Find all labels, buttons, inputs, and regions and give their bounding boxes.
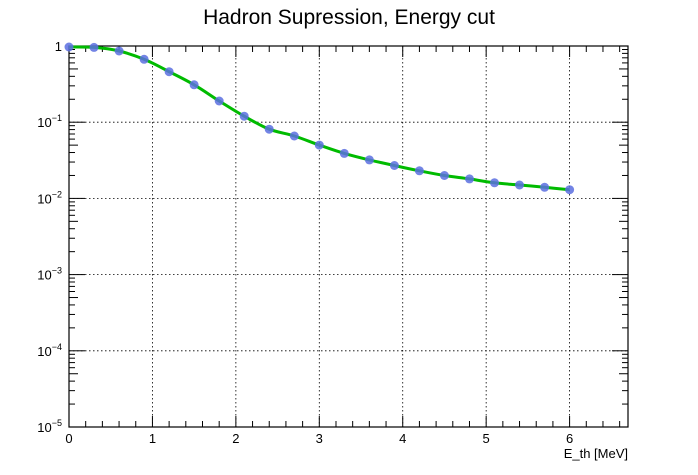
data-point [214,96,224,106]
x-tick-label: 6 [566,431,573,446]
data-point [289,131,299,141]
x-tick-label: 0 [65,431,72,446]
data-point [139,54,149,64]
data-series [64,42,575,195]
x-tick-label: 2 [232,431,239,446]
data-point [515,180,524,190]
data-point [314,140,324,150]
data-point [339,148,349,158]
y-tick-label: 10−5 [37,418,62,435]
axis-ticks [68,45,628,428]
data-point [114,46,124,56]
y-tick-label: 10−4 [37,342,62,359]
data-point [490,178,499,188]
y-tick-label: 10−1 [37,113,62,130]
x-tick-label: 3 [316,431,323,446]
data-point [189,80,199,90]
data-point [465,174,474,184]
x-tick-label: 5 [483,431,490,446]
x-tick-label: 4 [399,431,406,446]
data-point [565,185,575,195]
x-tick-labels: 0 1 2 3 4 5 6 [65,431,573,446]
grid [69,46,628,427]
data-point [164,67,174,77]
chart-title: Hadron Supression, Energy cut [203,6,495,29]
data-point [389,161,399,170]
data-point [89,42,99,52]
x-tick-label: 1 [149,431,156,446]
y-tick-labels: 1 10−1 10−2 10−3 10−4 10−5 [37,39,62,435]
data-point [64,42,74,52]
y-tick-label: 1 [55,39,62,54]
data-point [364,155,374,165]
x-axis-label: E_th [MeV] [564,446,628,461]
plot-frame [68,45,629,428]
y-tick-label: 10−3 [37,266,62,283]
y-tick-label: 10−2 [37,189,62,206]
data-point [540,182,550,192]
data-point [414,166,424,176]
data-point [239,111,249,121]
data-point [264,124,274,134]
data-point [439,171,449,180]
